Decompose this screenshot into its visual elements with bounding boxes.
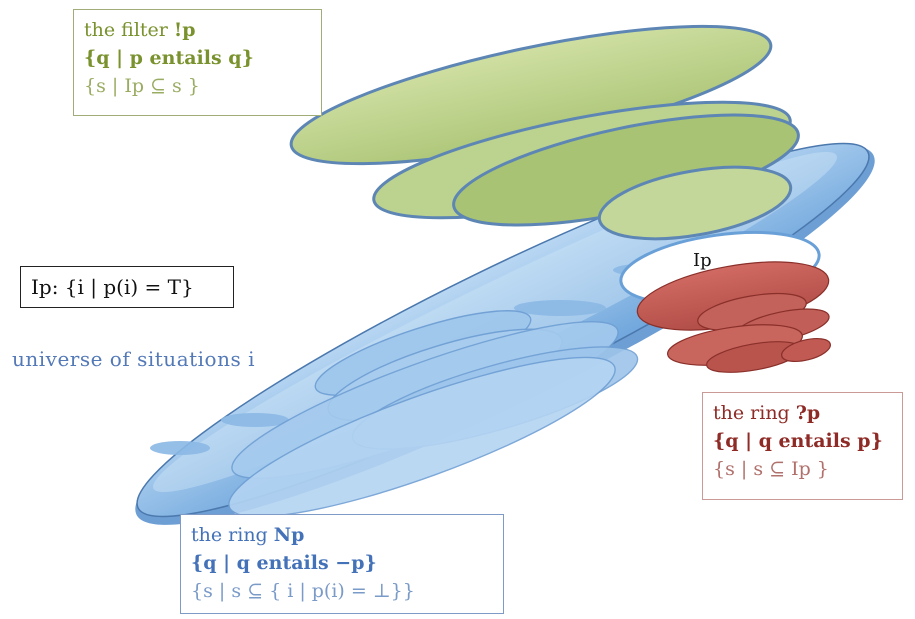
disc-dent	[150, 441, 210, 455]
filter-label-box: the filter !p {q | p entails q} {s | Ip …	[73, 9, 322, 116]
ip-definition: Ip: {i | p(i) = T}	[31, 275, 194, 299]
ip-definition-box: Ip: {i | p(i) = T}	[20, 266, 234, 308]
disc-dent	[221, 413, 289, 427]
ring-q-title: the ring ?p	[713, 399, 892, 427]
ring-np-title-prefix: the ring	[191, 524, 274, 546]
np-ellipse-5	[228, 356, 616, 518]
disc-dent	[514, 300, 606, 316]
ring-q-situation-def: {s | s ⊆ Ip }	[713, 458, 829, 480]
filter-situation-def: {s | Ip ⊆ s }	[84, 75, 200, 97]
q-ellipse-6	[781, 337, 831, 363]
ring-np-title: the ring Np	[191, 521, 493, 549]
ring-q-symbol: ?p	[795, 402, 821, 424]
ring-np-symbol: Np	[273, 524, 305, 546]
ring-np-set-def: {q | q entails −p}	[191, 552, 377, 574]
ring-q-ellipses	[636, 261, 831, 373]
universe-label: universe of situations i	[12, 347, 255, 371]
filter-ellipses	[289, 24, 800, 241]
ring-np-situation-def: {s | s ⊆ { i | p(i) = ⊥}}	[191, 580, 415, 602]
filter-ellipse-4	[597, 165, 793, 241]
ring-q-label-box: the ring ?p {q | q entails p} {s | s ⊆ I…	[702, 392, 903, 500]
filter-title-prefix: the filter	[84, 19, 174, 41]
filter-set-def: {q | p entails q}	[84, 47, 254, 69]
ring-np-label-box: the ring Np {q | q entails −p} {s | s ⊆ …	[180, 514, 504, 614]
ring-q-set-def: {q | q entails p}	[713, 430, 883, 452]
ip-marker: Ip	[693, 250, 712, 271]
filter-title: the filter !p	[84, 16, 311, 44]
ring-np-ellipses	[228, 310, 639, 518]
ring-q-title-prefix: the ring	[713, 402, 796, 424]
filter-symbol: !p	[173, 19, 196, 41]
